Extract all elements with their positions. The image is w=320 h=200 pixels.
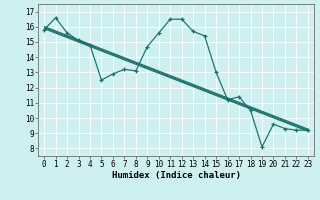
X-axis label: Humidex (Indice chaleur): Humidex (Indice chaleur)	[111, 171, 241, 180]
